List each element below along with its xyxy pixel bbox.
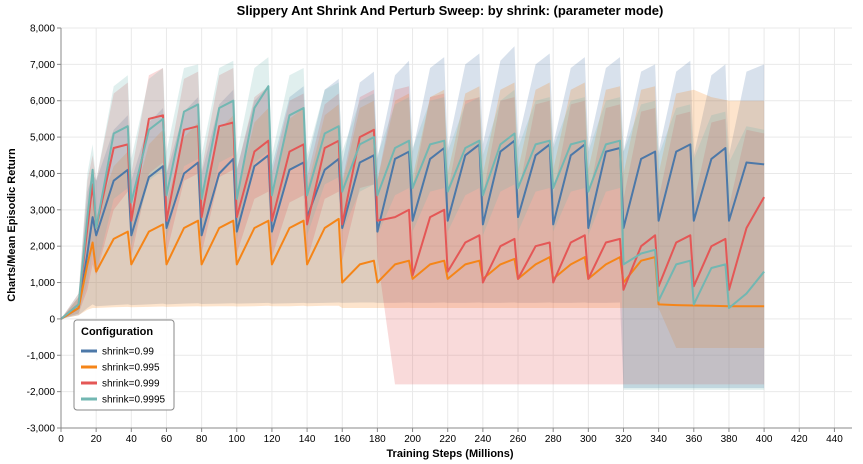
x-tick-label: 120 [264, 434, 281, 445]
chart-title: Slippery Ant Shrink And Perturb Sweep: b… [237, 3, 664, 18]
x-tick-label: 20 [91, 434, 103, 445]
x-tick-label: 180 [369, 434, 386, 445]
x-tick-label: 240 [475, 434, 492, 445]
x-axis-label: Training Steps (Millions) [386, 448, 513, 460]
legend-label: shrink=0.99 [102, 347, 154, 358]
x-tick-label: 440 [826, 434, 843, 445]
legend-label: shrink=0.995 [102, 363, 160, 374]
grid [60, 27, 852, 429]
x-tick-label: 260 [510, 434, 527, 445]
x-tick-label: 300 [580, 434, 597, 445]
y-tick-label: 0 [49, 314, 55, 325]
band-shrink=0.9995 [61, 57, 765, 390]
y-tick-label: 6,000 [30, 96, 55, 107]
y-tick-label: 5,000 [30, 133, 55, 144]
line-shrink=0.9995 [60, 85, 765, 320]
y-axis-label: Charts/Mean Episodic Return [6, 148, 18, 302]
y-tick-label: -1,000 [27, 351, 56, 362]
y-tick-label: -2,000 [27, 387, 56, 398]
x-tick-label: 380 [721, 434, 738, 445]
x-tick-label: 80 [196, 434, 208, 445]
axes: 0 20 40 60 80 100 120 140 160 180 200 220 240 260 280 3… [27, 24, 852, 445]
x-tick-label: 160 [334, 434, 351, 445]
x-tick-label: 280 [545, 434, 562, 445]
x-tick-label: 100 [228, 434, 245, 445]
x-tick-label: 220 [439, 434, 456, 445]
x-tick-label: 320 [615, 434, 632, 445]
x-tick-label: 40 [126, 434, 138, 445]
y-tick-label: 7,000 [30, 60, 55, 71]
legend-box [73, 319, 175, 411]
legend-label: shrink=0.999 [102, 379, 160, 390]
legend-title: Configuration [81, 326, 153, 338]
legend: Configuration shrink=0.99shrink=0.995shr… [73, 319, 175, 411]
x-tick-label: 400 [756, 434, 773, 445]
series-lines [60, 85, 765, 320]
x-tick-label: 140 [299, 434, 316, 445]
x-tick-label: 0 [58, 434, 64, 445]
y-tick-label: 8,000 [30, 24, 55, 35]
y-tick-label: 1,000 [30, 278, 55, 289]
x-tick-label: 60 [161, 434, 173, 445]
y-tick-label: 4,000 [30, 169, 55, 180]
legend-items: shrink=0.99 shrink=0.995 shrink=0.999 shrin… [81, 347, 166, 406]
band-shrink=0.999 [61, 68, 765, 385]
x-tick-label: 340 [650, 434, 667, 445]
y-tick-label: -3,000 [27, 424, 56, 435]
x-tick-label: 360 [685, 434, 702, 445]
legend-label: shrink=0.9995 [102, 395, 166, 406]
x-tick-label: 420 [791, 434, 808, 445]
line-shrink=0.999 [60, 114, 765, 320]
y-tick-label: 2,000 [30, 242, 55, 253]
y-tick-label: 3,000 [30, 205, 55, 216]
x-tick-label: 200 [404, 434, 421, 445]
